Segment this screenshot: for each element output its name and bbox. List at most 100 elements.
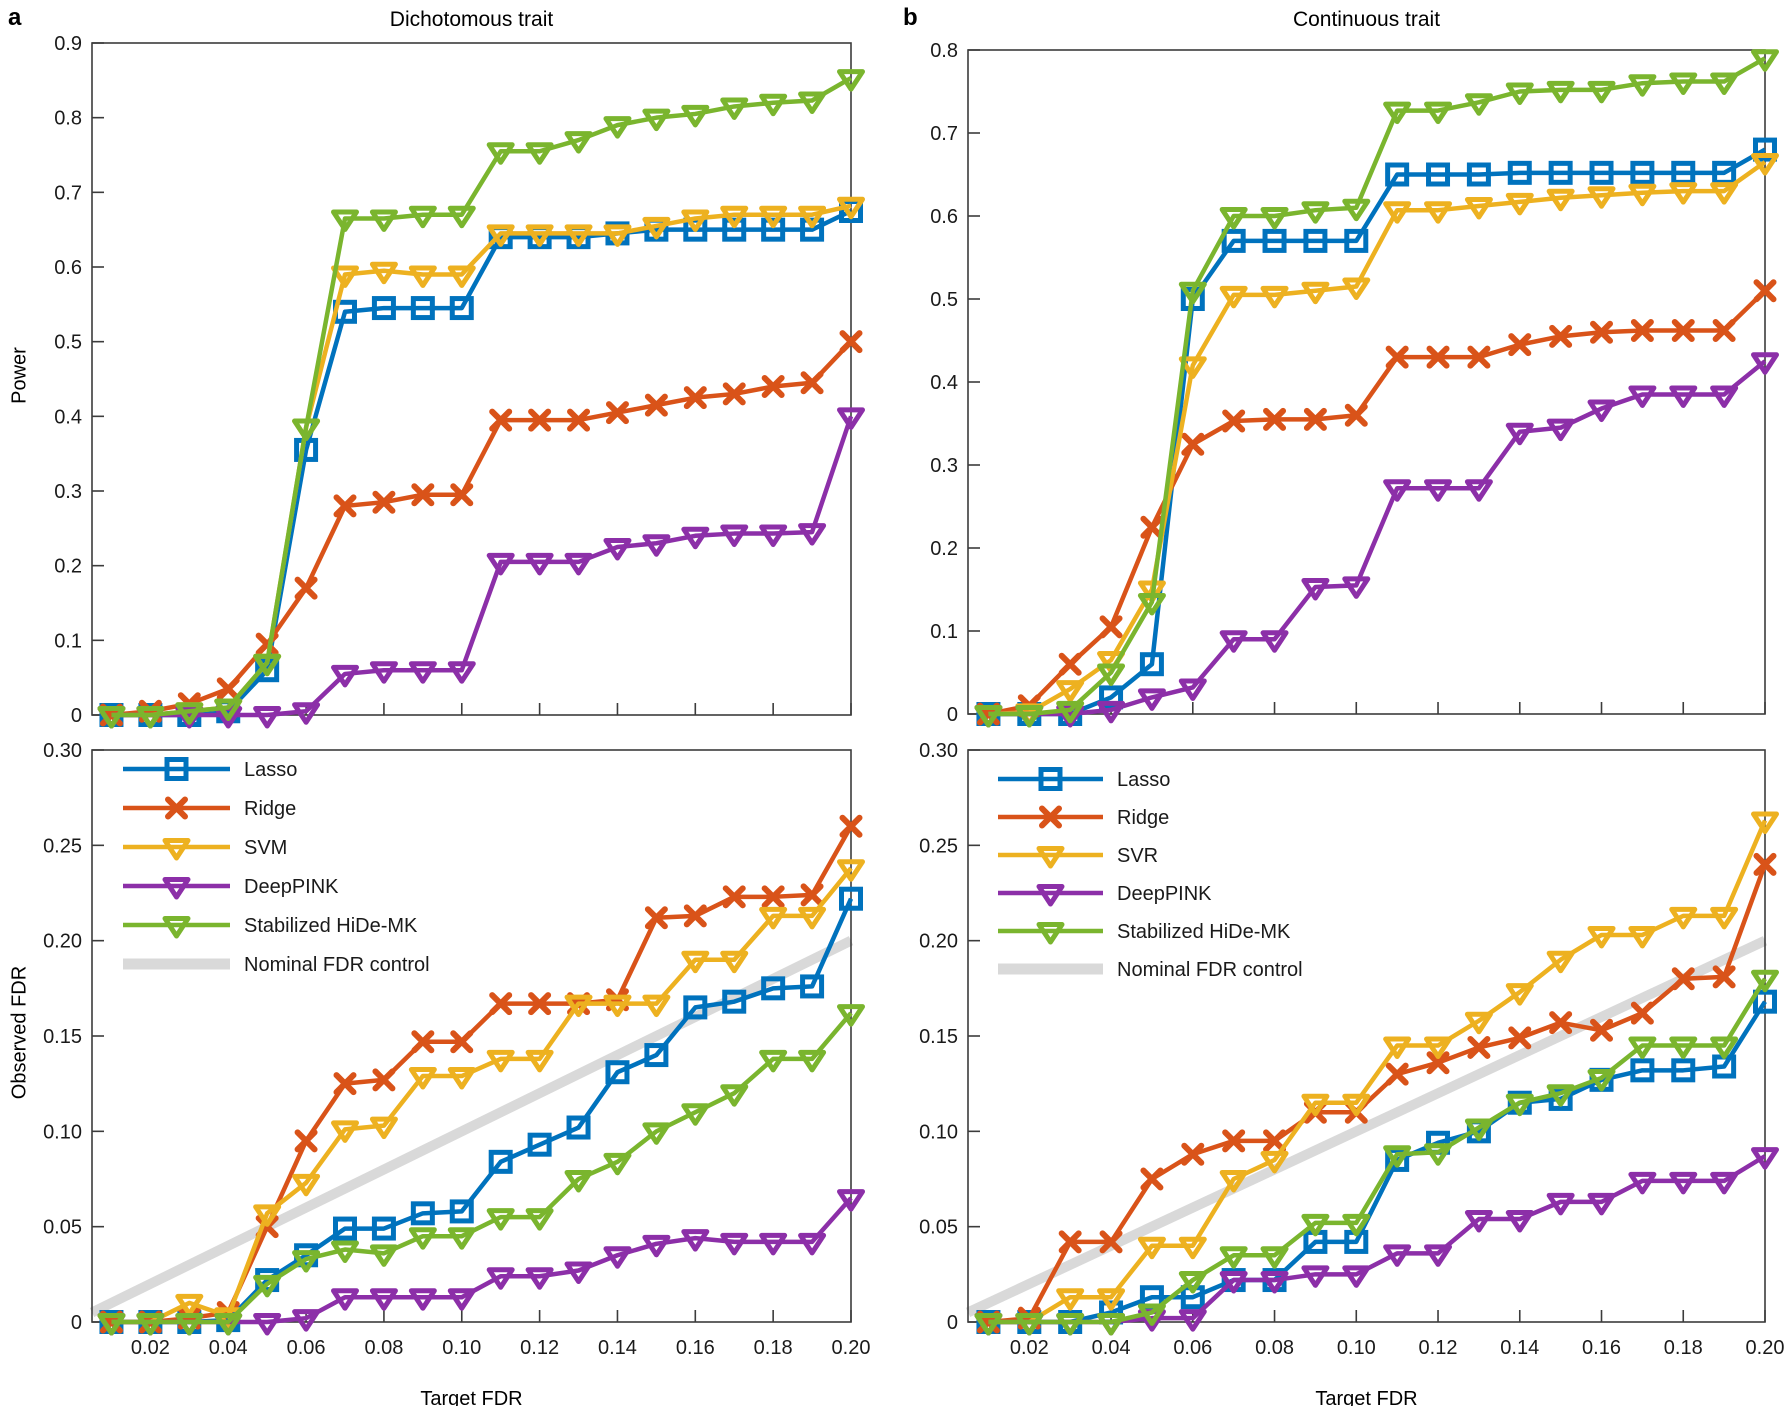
marker-x (1467, 345, 1491, 369)
marker-triangle-down (1424, 201, 1453, 224)
y-tick-label: 0.25 (919, 835, 958, 857)
marker-x (294, 1129, 318, 1153)
y-tick-label: 0.2 (930, 538, 958, 560)
marker-x (1590, 1018, 1614, 1042)
panel-fdr-continuous: 0 0.05 0.10 0.15 0.20 0.25 0.30 0.02 0.04 0.06 0.0… (919, 740, 1784, 1359)
y-tick-label: 0.1 (54, 630, 82, 652)
marker-triangle-down (759, 1049, 788, 1073)
marker-triangle-down (1669, 1171, 1698, 1195)
nominal-fdr-line (965, 936, 1768, 1317)
marker-x (1426, 345, 1450, 369)
marker-triangle-down (681, 1229, 710, 1252)
marker-triangle-down (1260, 1150, 1289, 1174)
marker-triangle-down (447, 205, 476, 229)
y-tick-label: 0.4 (930, 372, 958, 394)
marker-square (449, 296, 474, 321)
legend-label: Stabilized HiDe-MK (244, 915, 418, 937)
marker-square (722, 217, 747, 242)
marker-triangle-down (175, 1293, 204, 1317)
marker-triangle-down (837, 1189, 865, 1212)
legend-label: Ridge (244, 798, 296, 820)
marker-square (1221, 228, 1246, 253)
marker-triangle-down (1710, 182, 1739, 205)
marker-square (371, 296, 396, 321)
marker-triangle-down (1628, 385, 1657, 408)
marker-triangle-down (1710, 385, 1739, 408)
y-tick-label: 0.30 (43, 740, 82, 762)
marker-square (1099, 685, 1124, 710)
marker-triangle-down (486, 224, 515, 247)
marker-triangle-down (1587, 80, 1616, 104)
marker-triangle-down (253, 706, 282, 729)
marker-triangle-down (603, 538, 632, 561)
marker-triangle-down (136, 1313, 165, 1336)
marker-triangle-down (1587, 925, 1616, 949)
x-tick-label: 0.04 (1092, 1337, 1131, 1359)
x-tick-label: 0.08 (364, 1337, 403, 1359)
y-tick-label: 0.8 (930, 40, 958, 62)
marker-x (1140, 515, 1164, 539)
marker-triangle-down (253, 1313, 282, 1336)
marker-square (722, 989, 747, 1014)
marker-triangle-down (369, 209, 398, 232)
marker-triangle-down (1056, 1313, 1085, 1336)
marker-triangle-down (564, 1170, 593, 1193)
marker-triangle-down (408, 661, 437, 684)
marker-square (800, 974, 825, 999)
marker-square (761, 217, 786, 242)
marker-triangle-down (720, 1232, 749, 1256)
marker-triangle-down (1260, 207, 1289, 230)
marker-triangle-down (798, 523, 827, 546)
marker-square (371, 1216, 396, 1241)
y-tick-label: 0.30 (919, 740, 958, 762)
marker-triangle-down (292, 1309, 321, 1332)
marker-triangle-down (1137, 580, 1166, 603)
marker-square (1426, 162, 1451, 187)
marker-triangle-down (1342, 1093, 1371, 1117)
marker-x (1344, 403, 1368, 427)
marker-triangle-down (1219, 207, 1248, 230)
marker-square (1466, 162, 1491, 187)
marker-x (1712, 965, 1736, 989)
marker-triangle-down (642, 534, 671, 557)
y-axis-label-observed-fdr: Observed FDR (8, 965, 31, 1100)
marker-x (1549, 1011, 1573, 1035)
marker-triangle-down (1546, 418, 1575, 442)
marker-triangle-down (1546, 80, 1575, 104)
marker-triangle-down (486, 1049, 515, 1073)
marker-triangle-down (603, 1152, 632, 1176)
series-line-ridge (987, 289, 1767, 717)
marker-triangle-down (408, 1288, 437, 1311)
marker-triangle-down (1219, 1246, 1248, 1269)
marker-triangle-down (681, 1103, 710, 1126)
y-tick-label: 0.4 (54, 406, 82, 428)
legend-label: Stabilized HiDe-MK (1117, 921, 1291, 943)
x-tick-label: 0.04 (209, 1337, 248, 1359)
marker-triangle-down (1628, 1036, 1657, 1060)
marker-triangle-down (97, 1313, 126, 1336)
marker-triangle-down (408, 1067, 437, 1090)
marker-square (164, 757, 189, 781)
marker-triangle-down (1546, 950, 1575, 974)
marker-triangle-down (1056, 1288, 1085, 1311)
marker-x (644, 393, 668, 417)
marker-triangle-down (447, 1067, 476, 1090)
marker-x (1630, 1001, 1654, 1025)
marker-square (1038, 767, 1063, 791)
y-tick-label: 0.5 (930, 289, 958, 311)
x-tick-label: 0.08 (1255, 1337, 1294, 1359)
marker-x (450, 483, 474, 507)
marker-x (372, 490, 396, 514)
marker-triangle-down (720, 97, 749, 120)
y-tick-label: 0.05 (919, 1217, 958, 1239)
marker-triangle-down (408, 265, 437, 288)
y-tick-label: 0.6 (54, 257, 82, 279)
marker-x (1263, 1129, 1287, 1153)
marker-triangle-down (1056, 680, 1085, 703)
legend-label: Lasso (244, 759, 297, 781)
marker-triangle-down (1710, 1036, 1739, 1060)
marker-triangle-down (642, 108, 671, 132)
marker-square (1139, 652, 1164, 677)
marker-triangle-down (974, 1313, 1003, 1336)
marker-x (333, 494, 357, 518)
